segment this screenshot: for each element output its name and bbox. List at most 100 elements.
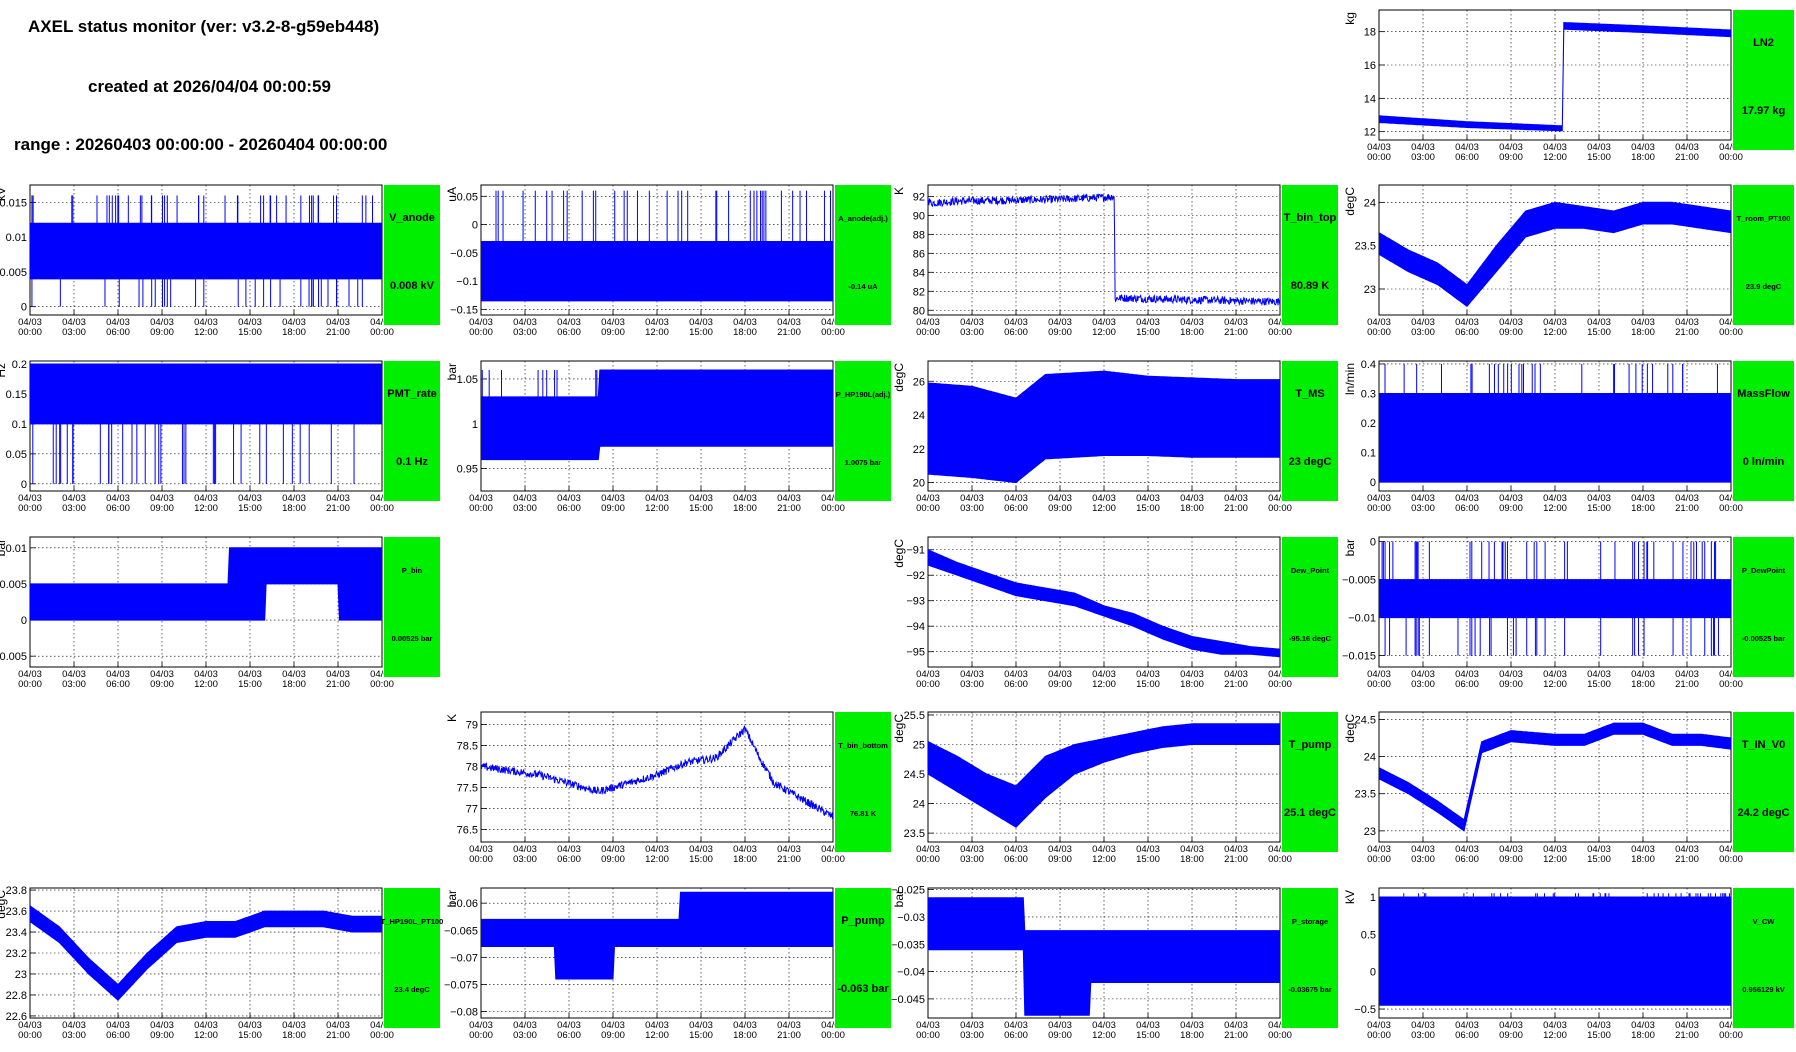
- status-panel: [835, 888, 891, 1028]
- status-label: V_anode: [389, 212, 435, 224]
- x-tick-label: 04/03: [1675, 844, 1699, 855]
- y-tick-label: 22.6: [6, 1011, 27, 1023]
- panel-p-pump: 04/0300:0004/0303:0004/0306:0004/0309:00…: [444, 887, 891, 1041]
- x-tick-label: 04/03: [282, 1020, 306, 1031]
- y-tick-label: 24: [913, 410, 925, 422]
- x-tick-label: 21:00: [1675, 327, 1699, 338]
- panel-ln2: 04/0300:0004/0303:0004/0306:0004/0309:00…: [1343, 9, 1794, 163]
- x-tick-label: 15:00: [1136, 854, 1160, 865]
- x-tick-label: 00:00: [1719, 503, 1743, 514]
- x-tick-label: 18:00: [1180, 679, 1204, 690]
- x-tick-label: 04/03: [1631, 142, 1655, 153]
- y-tick-label: 86: [913, 248, 925, 260]
- y-tick-label: 80: [913, 305, 925, 317]
- panel-dew-point: 04/0300:0004/0303:0004/0306:0004/0309:00…: [892, 536, 1338, 690]
- x-tick-label: 00:00: [370, 679, 394, 690]
- x-tick-label: 18:00: [1631, 503, 1655, 514]
- x-tick-label: 12:00: [1092, 854, 1116, 865]
- y-tick-label: 0.1: [12, 419, 27, 431]
- y-axis-label: kV: [1343, 890, 1357, 904]
- y-tick-label: 25: [913, 740, 925, 752]
- x-tick-label: 12:00: [645, 1030, 669, 1041]
- x-tick-label: 04/03: [1455, 669, 1479, 680]
- x-tick-label: 09:00: [150, 679, 174, 690]
- x-tick-label: 04/04: [370, 493, 394, 504]
- data-band: [481, 369, 833, 461]
- x-tick-label: 00:00: [1719, 679, 1743, 690]
- x-tick-label: 00:00: [1268, 1030, 1292, 1041]
- y-tick-label: 82: [913, 286, 925, 298]
- x-tick-label: 06:00: [1455, 854, 1479, 865]
- data-band: [481, 241, 833, 302]
- x-tick-label: 06:00: [557, 854, 581, 865]
- x-tick-label: 04/03: [601, 844, 625, 855]
- x-tick-label: 04/03: [469, 844, 493, 855]
- y-axis-label: uA: [445, 187, 459, 202]
- y-axis-label: degC: [0, 890, 8, 919]
- x-tick-label: 00:00: [916, 503, 940, 514]
- x-tick-label: 04/03: [1543, 844, 1567, 855]
- series-p-pump: [481, 891, 833, 980]
- x-tick-label: 21:00: [1675, 679, 1699, 690]
- x-tick-label: 04/03: [960, 669, 984, 680]
- x-tick-label: 00:00: [18, 327, 42, 338]
- x-tick-label: 04/03: [1631, 317, 1655, 328]
- x-tick-label: 21:00: [326, 679, 350, 690]
- status-label: A_anode(adj.): [838, 214, 888, 223]
- x-tick-label: 04/03: [282, 669, 306, 680]
- x-tick-label: 18:00: [1180, 854, 1204, 865]
- status-panel: [835, 361, 891, 501]
- x-tick-label: 06:00: [1455, 1030, 1479, 1041]
- x-tick-label: 04/04: [1268, 1020, 1292, 1031]
- y-axis-label: degC: [1343, 714, 1357, 743]
- y-tick-label: 24.5: [1355, 714, 1376, 726]
- y-tick-label: 77: [466, 803, 478, 815]
- x-tick-label: 04/03: [326, 669, 350, 680]
- x-tick-label: 04/03: [1180, 1020, 1204, 1031]
- x-tick-label: 06:00: [1004, 503, 1028, 514]
- status-label: T_pump: [1289, 739, 1332, 751]
- x-tick-label: 00:00: [1268, 854, 1292, 865]
- y-tick-label: 0: [1370, 477, 1376, 489]
- x-tick-label: 18:00: [733, 1030, 757, 1041]
- series-t-room-pt100: [1379, 201, 1731, 307]
- x-tick-label: 04/03: [194, 493, 218, 504]
- status-value: 76.81 K: [850, 809, 877, 818]
- panel-v-anode: 04/0300:0004/0303:0004/0306:0004/0309:00…: [0, 184, 440, 338]
- status-label: P_DewPoint: [1742, 566, 1786, 575]
- x-tick-label: 04/03: [777, 844, 801, 855]
- x-tick-label: 04/03: [1455, 493, 1479, 504]
- status-panel: [384, 185, 440, 325]
- x-tick-label: 21:00: [1675, 152, 1699, 163]
- x-tick-label: 12:00: [1092, 1030, 1116, 1041]
- status-panel: [1282, 361, 1338, 501]
- y-tick-label: 18: [1364, 27, 1376, 39]
- x-tick-label: 00:00: [821, 327, 845, 338]
- y-tick-label: 1: [1370, 892, 1376, 904]
- y-tick-label: 23.2: [6, 948, 27, 960]
- y-tick-label: 0.2: [12, 359, 27, 371]
- y-tick-label: 22: [913, 444, 925, 456]
- x-tick-label: 12:00: [1543, 854, 1567, 865]
- x-tick-label: 00:00: [370, 1030, 394, 1041]
- x-tick-label: 00:00: [1367, 327, 1391, 338]
- x-tick-label: 09:00: [1499, 1030, 1523, 1041]
- x-tick-label: 04/03: [1543, 1020, 1567, 1031]
- x-tick-label: 04/03: [1543, 493, 1567, 504]
- y-axis-label: bar: [0, 539, 8, 556]
- y-tick-label: −92: [906, 570, 925, 582]
- x-tick-label: 04/03: [689, 317, 713, 328]
- y-tick-label: −0.08: [450, 1007, 478, 1019]
- status-label: T_room_PT100: [1737, 214, 1791, 223]
- x-tick-label: 04/03: [1367, 669, 1391, 680]
- x-tick-label: 03:00: [1411, 152, 1435, 163]
- x-tick-label: 12:00: [1092, 503, 1116, 514]
- data-band: [30, 363, 382, 425]
- x-tick-label: 12:00: [1543, 503, 1567, 514]
- x-tick-label: 04/03: [1180, 844, 1204, 855]
- y-tick-label: 0.1: [1361, 448, 1376, 460]
- x-tick-label: 00:00: [1367, 152, 1391, 163]
- x-tick-label: 04/03: [1675, 1020, 1699, 1031]
- y-tick-label: 92: [913, 191, 925, 203]
